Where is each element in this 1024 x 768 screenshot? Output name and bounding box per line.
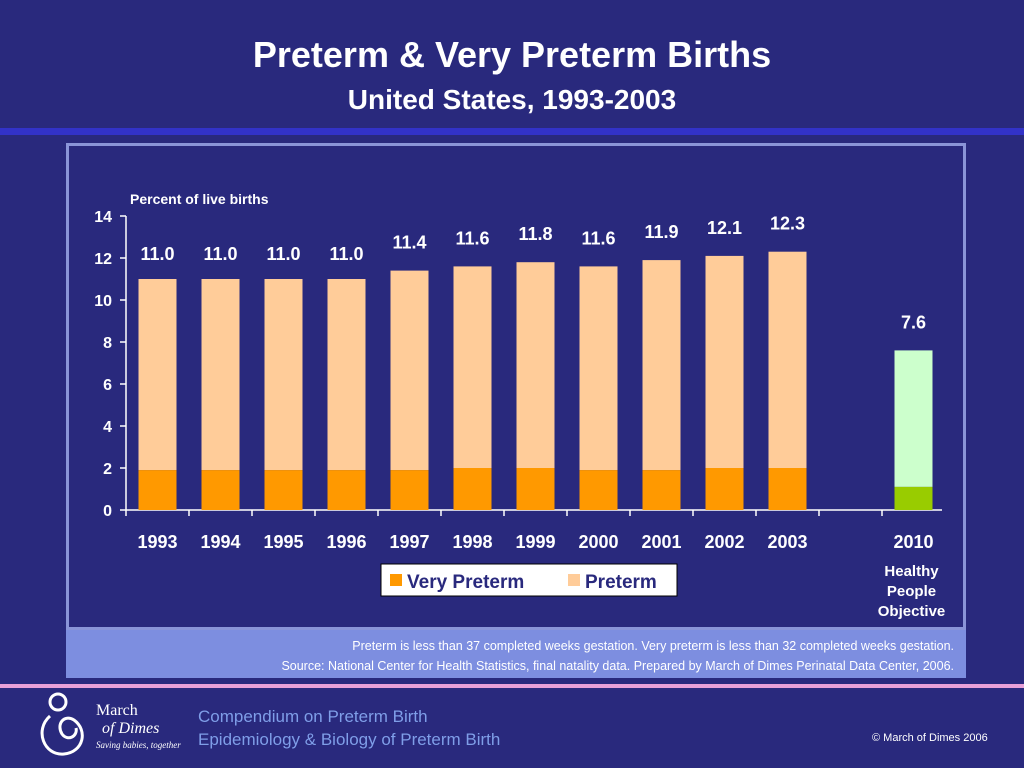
bar-preterm [516,262,555,468]
objective-label: People [887,583,936,600]
bar-very-preterm [390,470,429,510]
x-tick-label: 1993 [137,532,177,552]
bar-very-preterm [642,470,681,510]
bar-preterm [138,279,177,471]
data-label: 11.0 [140,244,174,264]
bar-very-preterm [264,470,303,510]
chart-title: Preterm & Very Preterm Births [252,34,772,75]
y-tick-label: 0 [103,503,112,520]
copyright: © March of Dimes 2006 [872,732,988,744]
objective-label: Healthy [884,563,939,580]
data-label: 11.0 [266,244,300,264]
march-of-dimes-logo-icon [40,692,84,756]
compendium-line2: Epidemiology & Biology of Preterm Birth [198,730,501,749]
data-label: 12.1 [707,218,742,238]
footnotes: Preterm is less than 37 completed weeks … [66,630,966,678]
footer-divider [0,684,1024,688]
x-tick-label: 2010 [893,532,933,552]
legend-label-very-preterm: Very Preterm [407,572,524,593]
bar-very-preterm [327,470,366,510]
y-tick-label: 4 [103,419,112,436]
y-tick-label: 8 [103,335,112,352]
compendium-line1: Compendium on Preterm Birth [198,707,428,726]
chart-subtitle: United States, 1993-2003 [347,84,677,115]
legend-box [380,563,678,597]
x-tick-label: 1998 [452,532,492,552]
data-label: 7.6 [901,312,926,332]
bar-preterm [327,279,366,471]
objective-label: Objective [878,603,946,620]
x-tick-label: 1999 [515,532,555,552]
bar-very-preterm [579,470,618,510]
bar-very-preterm [453,468,492,510]
bar-very-preterm [705,468,744,510]
x-tick-label: 1994 [200,532,240,552]
bar-preterm [264,279,303,471]
definition-note: Preterm is less than 37 completed weeks … [352,639,954,653]
x-tick-label: 2001 [641,532,681,552]
bar-preterm [894,350,933,487]
x-tick-label: 2000 [578,532,618,552]
bar-preterm [390,270,429,471]
data-label: 11.9 [644,222,678,242]
y-axis-label: Percent of live births [130,191,269,207]
bar-very-preterm [894,486,933,510]
data-label: 12.3 [770,214,805,234]
y-tick-label: 2 [103,461,112,478]
header-divider [0,128,1024,135]
logo-tagline: Saving babies, together [96,740,181,750]
bar-very-preterm [768,468,807,510]
legend-label-preterm: Preterm [585,572,657,593]
compendium-text: Compendium on Preterm Birth Epidemiology… [198,705,500,751]
data-label: 11.8 [518,224,552,244]
data-label: 11.0 [203,244,237,264]
bar-preterm [642,260,681,471]
data-label: 11.4 [392,233,426,253]
y-tick-label: 6 [103,377,112,394]
bar-very-preterm [201,470,240,510]
data-label: 11.0 [329,244,363,264]
bar-preterm [768,251,807,468]
bar-preterm [579,266,618,471]
logo-name-line2: of Dimes [102,720,160,737]
data-label: 11.6 [581,228,615,248]
bar-preterm [201,279,240,471]
footer [0,688,1024,768]
x-tick-label: 1996 [326,532,366,552]
bar-very-preterm [516,468,555,510]
x-tick-label: 2003 [767,532,807,552]
legend-swatch-very-preterm [390,574,402,586]
legend-swatch-preterm [568,574,580,586]
source-note: Source: National Center for Health Stati… [281,659,954,673]
bar-preterm [453,266,492,468]
x-tick-label: 1995 [263,532,303,552]
y-tick-label: 12 [94,251,112,268]
bar-preterm [705,255,744,468]
x-tick-label: 2002 [704,532,744,552]
data-label: 11.6 [455,228,489,248]
y-tick-label: 14 [94,209,112,226]
logo-name-line1: March [96,702,138,719]
x-tick-label: 1997 [389,532,429,552]
y-tick-label: 10 [94,293,112,310]
bar-very-preterm [138,470,177,510]
logo-name: March of Dimes [96,702,159,738]
